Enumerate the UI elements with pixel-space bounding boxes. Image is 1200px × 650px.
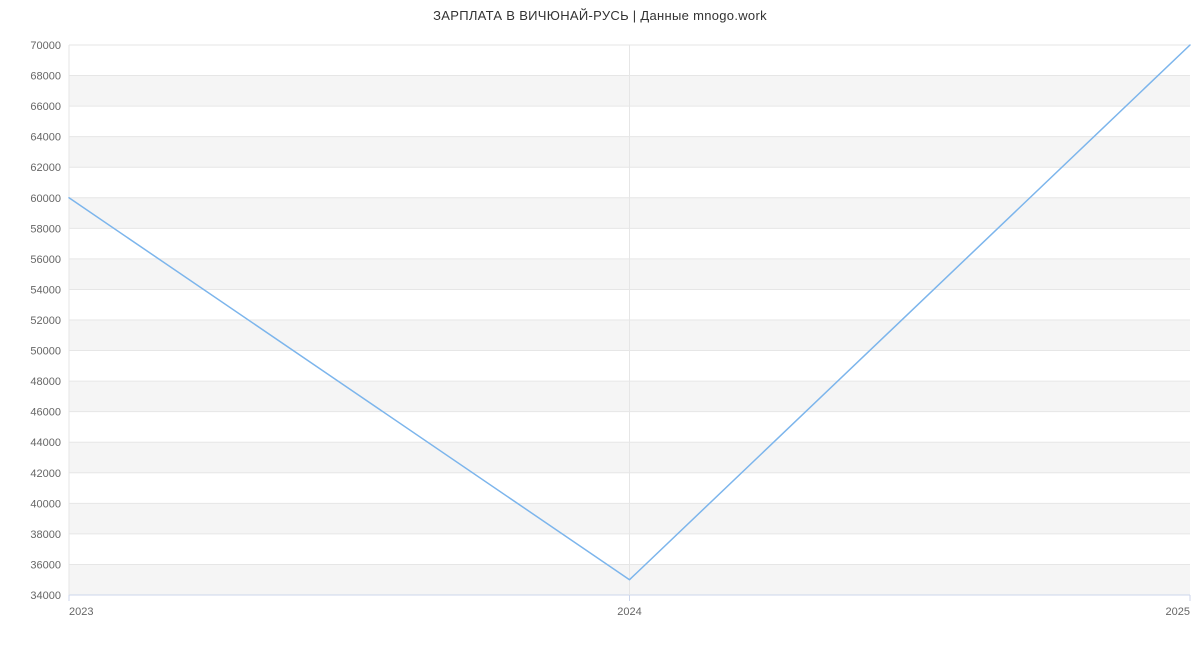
y-tick-label: 70000	[30, 40, 61, 52]
y-tick-label: 58000	[30, 223, 61, 235]
y-tick-label: 42000	[30, 468, 61, 480]
y-tick-label: 50000	[30, 346, 61, 358]
y-tick-label: 68000	[30, 71, 61, 83]
x-tick-label: 2023	[69, 606, 93, 618]
y-tick-label: 60000	[30, 193, 61, 205]
y-tick-label: 64000	[30, 132, 61, 144]
y-tick-label: 36000	[30, 559, 61, 571]
y-tick-label: 38000	[30, 529, 61, 541]
y-tick-label: 34000	[30, 590, 61, 602]
chart-svg: 34000 36000 38000 40000 42000 44000 46000 48000…	[0, 0, 1200, 650]
x-tick-label: 2024	[617, 606, 641, 618]
y-tick-label: 66000	[30, 101, 61, 113]
y-tick-label: 52000	[30, 315, 61, 327]
y-tick-label: 62000	[30, 162, 61, 174]
y-tick-label: 40000	[30, 498, 61, 510]
y-tick-label: 46000	[30, 407, 61, 419]
y-tick-label: 44000	[30, 437, 61, 449]
y-tick-label: 54000	[30, 284, 61, 296]
y-tick-label: 48000	[30, 376, 61, 388]
chart-title: ЗАРПЛАТА В ВИЧЮНАЙ-РУСЬ | Данные mnogo.w…	[0, 8, 1200, 23]
y-tick-label: 56000	[30, 254, 61, 266]
x-tick-label: 2025	[1166, 606, 1190, 618]
salary-line-chart: ЗАРПЛАТА В ВИЧЮНАЙ-РУСЬ | Данные mnogo.w…	[0, 0, 1200, 650]
